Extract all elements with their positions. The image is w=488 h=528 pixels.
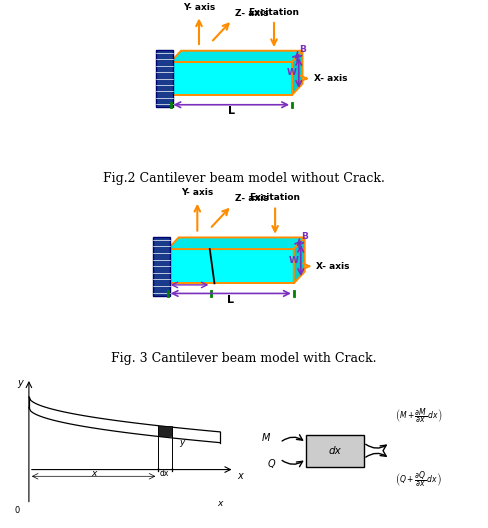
Text: W: W: [286, 68, 297, 78]
Polygon shape: [294, 238, 305, 284]
Text: Q: Q: [267, 459, 275, 469]
Text: X- axis: X- axis: [314, 74, 347, 83]
Text: L: L: [227, 296, 234, 305]
Text: X- axis: X- axis: [316, 262, 350, 271]
Text: Y- axis: Y- axis: [183, 3, 215, 12]
FancyBboxPatch shape: [158, 426, 172, 437]
Text: B: B: [301, 232, 307, 241]
Polygon shape: [168, 249, 294, 284]
Text: W: W: [288, 256, 299, 265]
Text: 0: 0: [15, 506, 20, 515]
Text: B: B: [299, 45, 305, 54]
Text: y: y: [179, 438, 184, 447]
Text: Excitation: Excitation: [249, 193, 301, 202]
Text: Z- axis: Z- axis: [235, 9, 268, 18]
FancyBboxPatch shape: [156, 50, 173, 107]
Text: dx: dx: [160, 469, 169, 478]
Text: L: L: [228, 107, 235, 117]
Polygon shape: [170, 51, 303, 62]
Text: Excitation: Excitation: [248, 8, 300, 17]
Text: Y- axis: Y- axis: [181, 188, 213, 197]
Text: Fig.2 Cantilever beam model without Crack.: Fig.2 Cantilever beam model without Crac…: [103, 172, 385, 185]
Text: Z- axis: Z- axis: [235, 194, 268, 203]
Text: Fig. 3 Cantilever beam model with Crack.: Fig. 3 Cantilever beam model with Crack.: [111, 352, 377, 365]
Text: $\left(Q+\dfrac{\partial Q}{\partial x}\,dx\right)$: $\left(Q+\dfrac{\partial Q}{\partial x}\…: [395, 469, 441, 489]
Text: x: x: [237, 471, 243, 481]
Polygon shape: [292, 51, 303, 95]
Polygon shape: [168, 238, 305, 249]
Text: dx: dx: [328, 446, 341, 456]
Text: y: y: [17, 378, 23, 388]
Text: $\left(M+\dfrac{\partial M}{\partial x}\,dx\right)$: $\left(M+\dfrac{\partial M}{\partial x}\…: [395, 407, 442, 425]
FancyBboxPatch shape: [306, 435, 364, 467]
Polygon shape: [170, 62, 292, 95]
Text: x: x: [91, 469, 96, 478]
Text: M: M: [262, 433, 270, 444]
FancyBboxPatch shape: [153, 237, 170, 296]
Text: x: x: [218, 499, 223, 508]
